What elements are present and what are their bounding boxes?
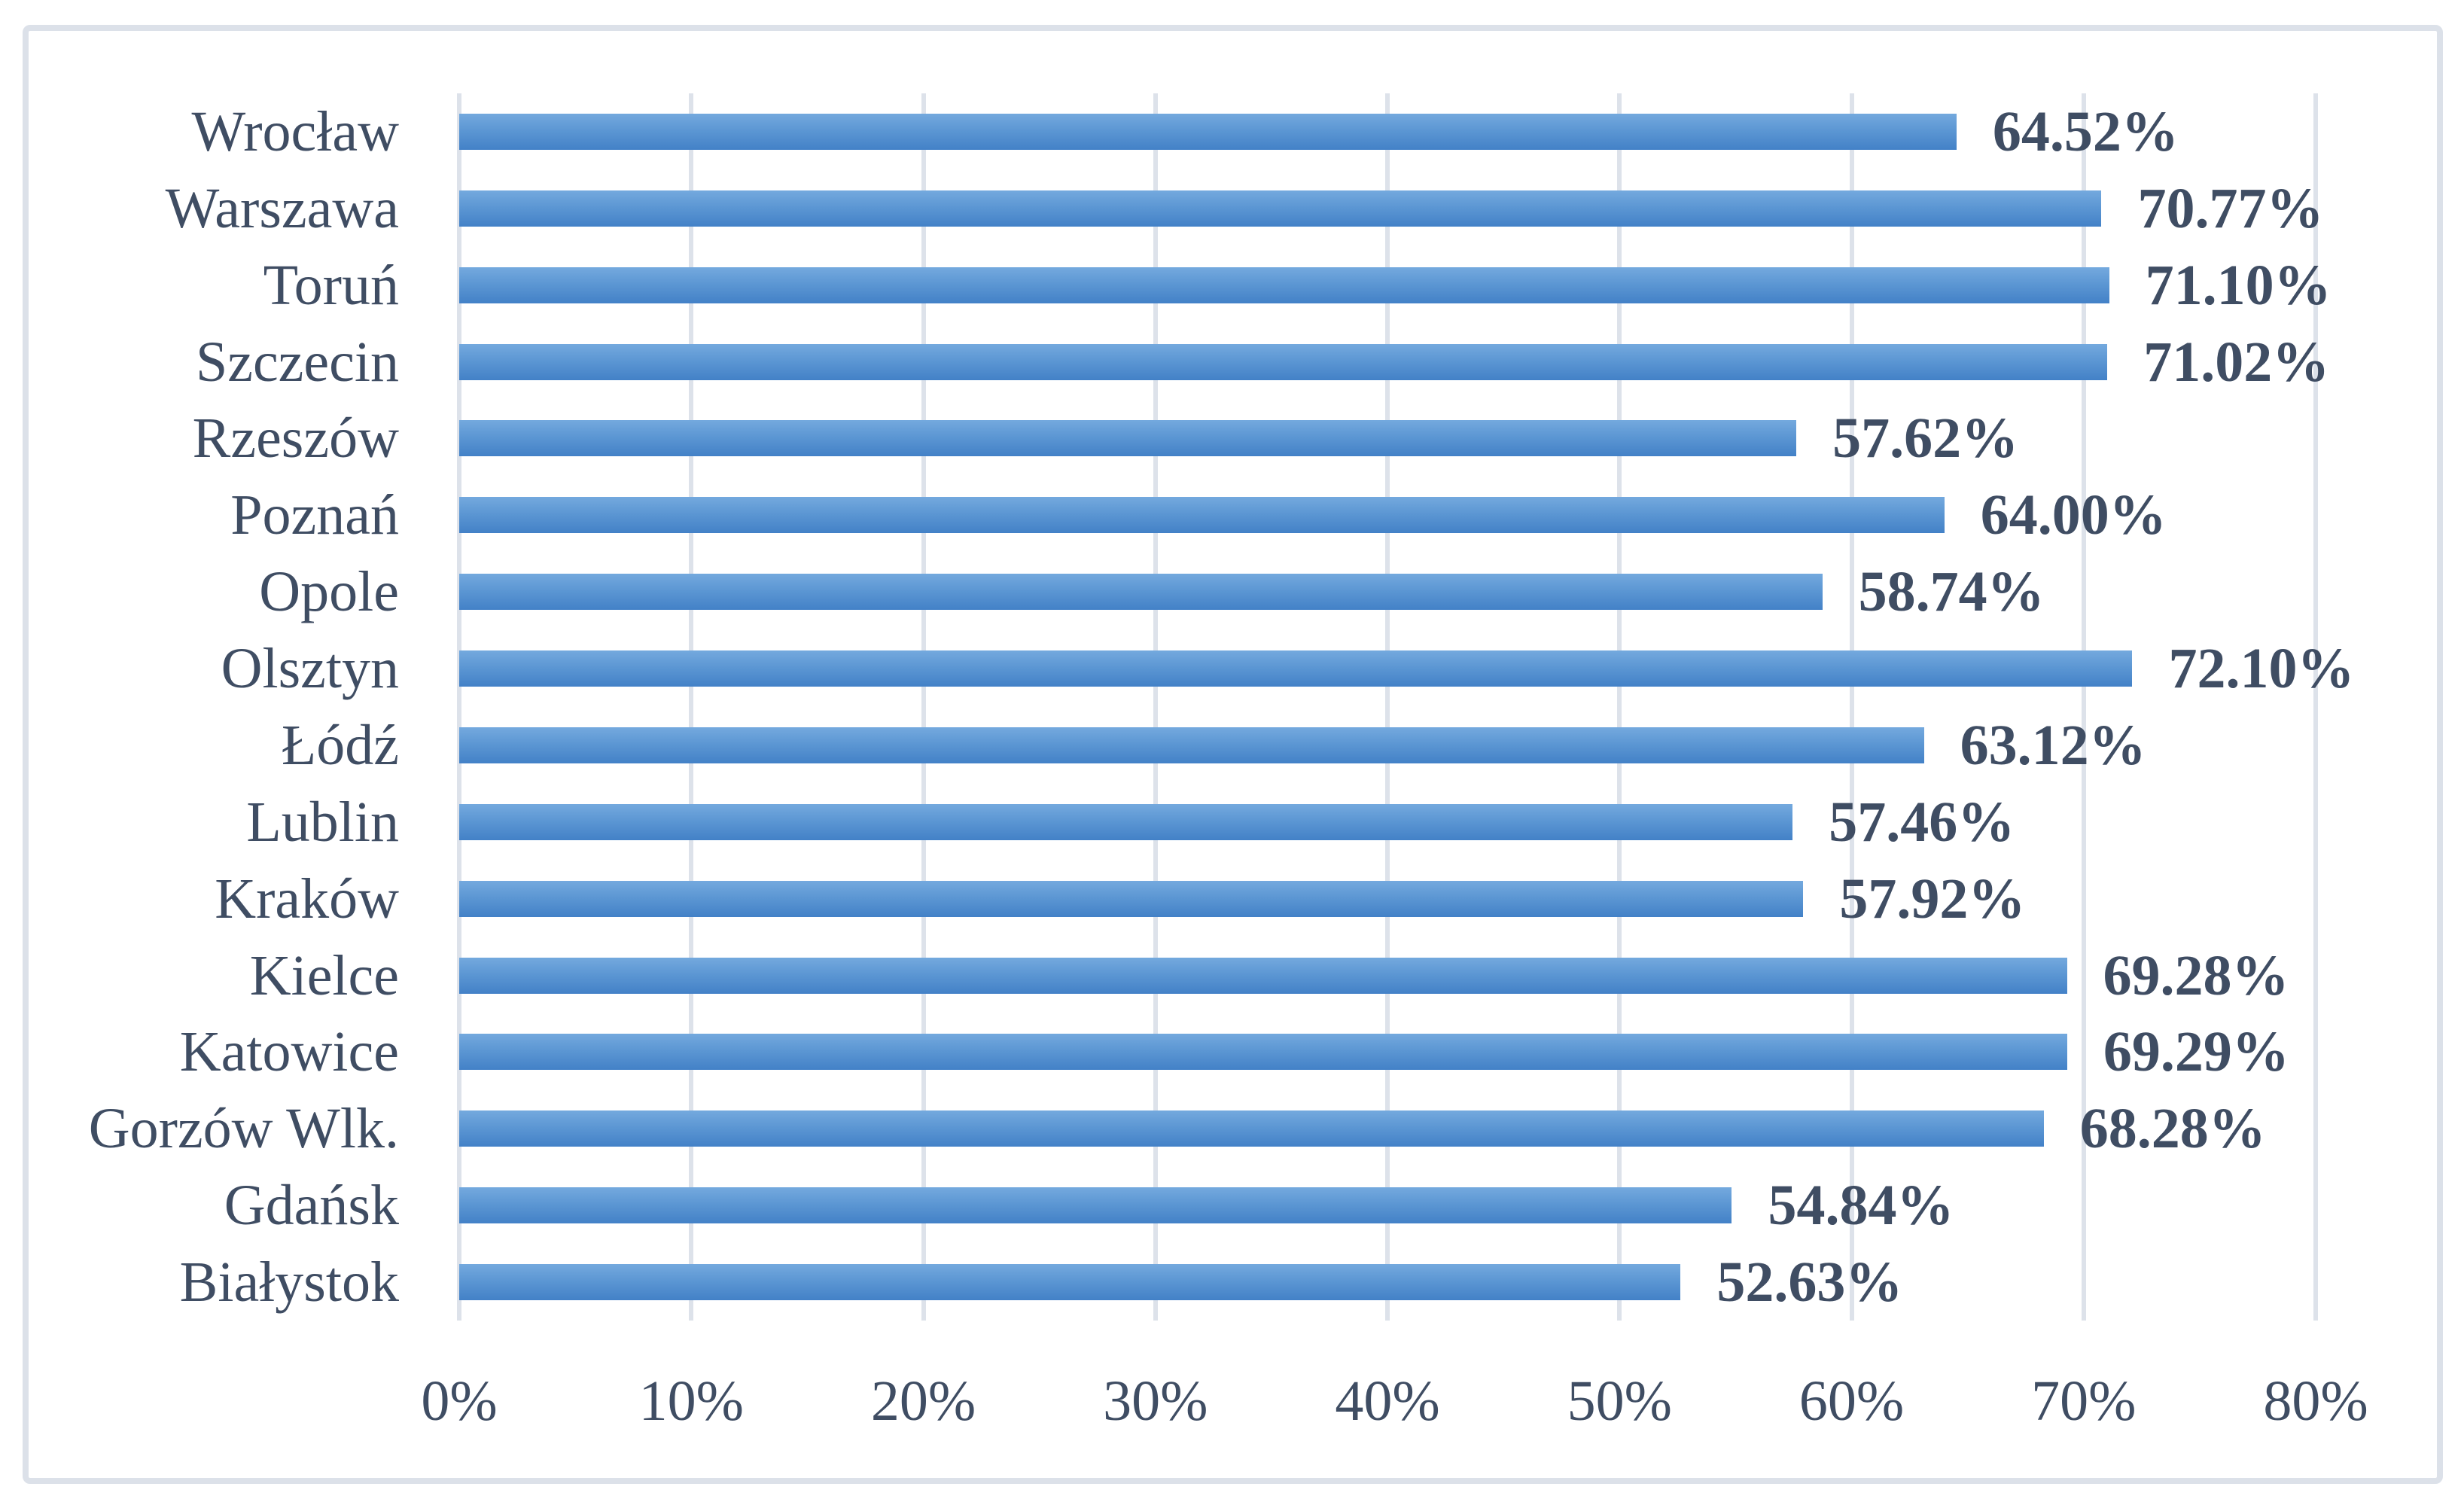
category-axis: Wrocław Warszawa Toruń Szczecin Rzeszów Pozna… — [29, 93, 399, 1321]
bar-row: 63.12% — [459, 707, 2316, 784]
category-label: Łódź — [281, 713, 399, 777]
bar-row: 68.28% — [459, 1090, 2316, 1167]
plot-area: 64.52% 70.77% 71.10% 71.02% 57.62% 64.00% 58.7… — [457, 93, 2354, 1321]
bar-value-label: 69.29% — [2103, 1020, 2289, 1084]
bar-value-label: 64.00% — [1980, 483, 2167, 547]
bar-rows: 64.52% 70.77% 71.10% 71.02% 57.62% 64.00% 58.7… — [459, 93, 2354, 1321]
bar-value-label: 72.10% — [2168, 637, 2355, 701]
category-label: Gorzów Wlk. — [88, 1097, 399, 1161]
bar — [459, 190, 2102, 227]
gridline — [1153, 93, 1158, 1321]
chart-frame: Wrocław Warszawa Toruń Szczecin Rzeszów Pozna… — [23, 25, 2443, 1484]
category-label: Białystok — [179, 1251, 399, 1315]
bar-row: 54.84% — [459, 1167, 2316, 1244]
bar-row: 64.52% — [459, 93, 2316, 170]
bar-row: 58.74% — [459, 553, 2316, 630]
category-label: Olsztyn — [221, 637, 399, 701]
bar — [459, 1187, 1732, 1224]
bar-row: 69.29% — [459, 1014, 2316, 1091]
bar — [459, 574, 1823, 611]
bar-value-label: 63.12% — [1960, 713, 2146, 777]
gridline — [457, 93, 461, 1321]
category-label: Rzeszów — [192, 407, 399, 471]
x-tick-label: 40% — [1335, 1369, 1440, 1433]
bar-row: 70.77% — [459, 170, 2323, 247]
x-tick-label: 50% — [1567, 1369, 1672, 1433]
bar-row: 64.00% — [459, 477, 2316, 553]
bar — [459, 957, 2067, 994]
bar — [459, 420, 1797, 457]
bar-row: 71.02% — [459, 324, 2329, 401]
bar-value-label: 69.28% — [2103, 943, 2289, 1007]
x-tick-label: 60% — [1799, 1369, 1905, 1433]
bar-value-label: 68.28% — [2079, 1097, 2266, 1161]
category-label: Lublin — [246, 790, 399, 854]
gridline — [1617, 93, 1622, 1321]
bar — [459, 727, 1924, 763]
category-label: Warszawa — [165, 176, 399, 240]
gridline — [689, 93, 694, 1321]
bar-row: 52.63% — [459, 1244, 2316, 1321]
bar-value-label: 57.46% — [1829, 790, 2015, 854]
gridlines — [457, 93, 2318, 1321]
x-tick-label: 0% — [421, 1369, 498, 1433]
bar-value-label: 58.74% — [1858, 560, 2045, 624]
bar-value-label: 71.10% — [2145, 253, 2332, 317]
x-tick-label: 10% — [638, 1369, 744, 1433]
bar — [459, 803, 1793, 840]
bar-value-label: 70.77% — [2137, 176, 2324, 240]
bar-value-label: 57.92% — [1839, 867, 2026, 931]
bar-row: 57.62% — [459, 401, 2316, 477]
gridline — [2081, 93, 2086, 1321]
category-label: Opole — [259, 560, 399, 624]
bar — [459, 267, 2109, 303]
bar-value-label: 52.63% — [1716, 1251, 1903, 1315]
category-label: Toruń — [263, 253, 399, 317]
bar — [459, 1264, 1681, 1301]
bar-row: 57.46% — [459, 784, 2316, 861]
category-label: Gdańsk — [224, 1174, 399, 1238]
category-label: Kielce — [249, 943, 399, 1007]
category-label: Szczecin — [195, 330, 399, 394]
bar-row: 72.10% — [459, 630, 2354, 707]
bar-row: 71.10% — [459, 247, 2332, 324]
bar — [459, 343, 2108, 380]
bar-row: 57.92% — [459, 861, 2316, 937]
bar-value-label: 64.52% — [1992, 99, 2179, 163]
bar — [459, 497, 1945, 534]
x-tick-label: 30% — [1103, 1369, 1208, 1433]
bar — [459, 1034, 2067, 1071]
category-label: Kraków — [215, 867, 399, 931]
gridline — [1849, 93, 1854, 1321]
category-label: Katowice — [179, 1020, 399, 1084]
bar — [459, 113, 1957, 150]
x-tick-label: 20% — [870, 1369, 976, 1433]
bar-row: 69.28% — [459, 937, 2316, 1014]
category-label: Wrocław — [191, 99, 399, 163]
bar — [459, 650, 2133, 687]
x-tick-label: 80% — [2263, 1369, 2368, 1433]
category-label: Poznań — [230, 483, 399, 547]
bar — [459, 1110, 2044, 1147]
bar-value-label: 71.02% — [2143, 330, 2330, 394]
gridline — [921, 93, 926, 1321]
value-axis: 0% 10% 20% 30% 40% 50% 60% 70% 80% — [421, 1367, 2368, 1435]
gridline — [2313, 93, 2318, 1321]
x-tick-label: 70% — [2031, 1369, 2137, 1433]
bar — [459, 880, 1804, 917]
bar-value-label: 54.84% — [1768, 1174, 1954, 1238]
gridline — [1385, 93, 1390, 1321]
bar-value-label: 57.62% — [1832, 407, 2019, 471]
